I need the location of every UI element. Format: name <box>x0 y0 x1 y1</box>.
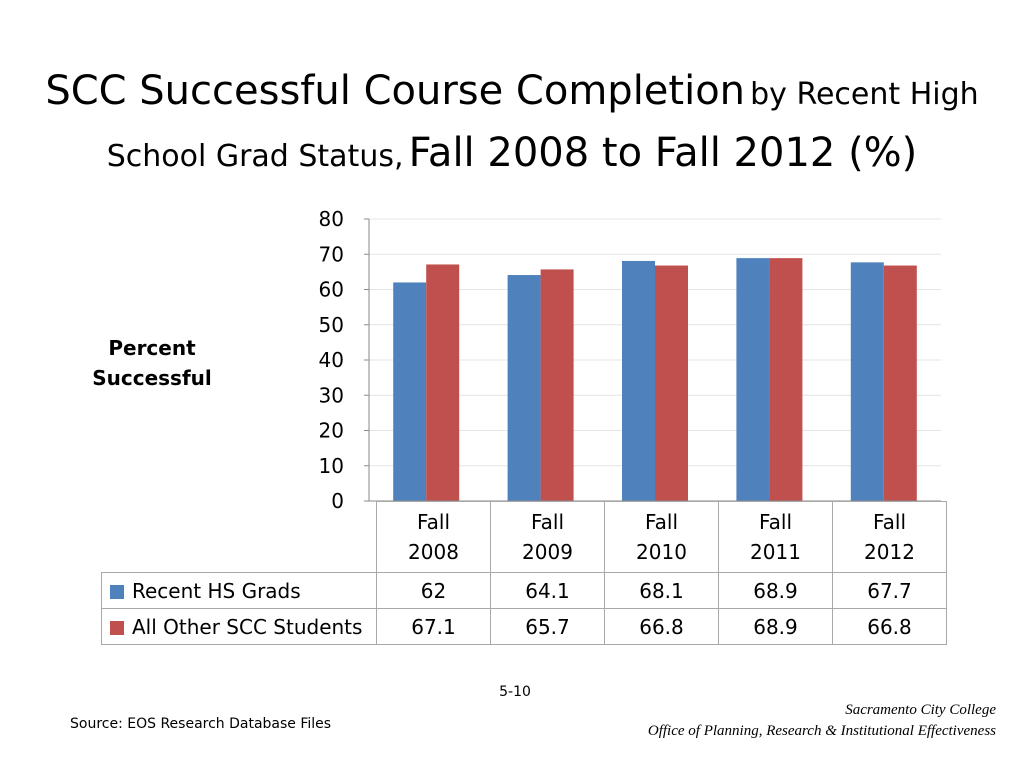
category-label: Fall 2010 <box>604 501 719 573</box>
y-tick-label: 40 <box>319 348 344 372</box>
bar <box>883 265 917 501</box>
data-cell: 66.8 <box>604 608 719 645</box>
bar <box>393 282 427 501</box>
data-cell: 68.9 <box>718 572 833 609</box>
data-table-row: Recent HS Grads 62 64.1 68.1 68.9 67.7 <box>101 572 947 609</box>
category-label: Fall 2011 <box>718 501 833 573</box>
data-table-header-row: Fall 2008 Fall 2009 Fall 2010 Fall 2011 Fall… <box>102 501 947 573</box>
data-cell: 68.1 <box>604 572 719 609</box>
category-label: Fall 2012 <box>832 501 947 573</box>
data-cell: 67.7 <box>832 572 947 609</box>
category-label: Fall 2008 <box>376 501 491 573</box>
bar <box>850 262 884 501</box>
bar <box>507 275 541 501</box>
data-table-corner <box>102 502 377 573</box>
data-cell: 62 <box>376 572 491 609</box>
page-number: 5-10 <box>499 684 531 700</box>
category-label: Fall 2009 <box>490 501 605 573</box>
data-table-row: All Other SCC Students 67.1 65.7 66.8 68… <box>101 608 947 645</box>
organization-name: Sacramento City College <box>845 702 996 718</box>
data-table: Fall 2008 Fall 2009 Fall 2010 Fall 2011 Fall… <box>101 501 947 645</box>
legend-label: Recent HS Grads <box>132 578 301 603</box>
y-tick-label: 60 <box>319 278 344 302</box>
y-tick-label: 20 <box>319 419 344 443</box>
data-cell: 66.8 <box>832 608 947 645</box>
y-axis-label-line-2: Successful <box>92 366 212 390</box>
bar <box>655 265 688 501</box>
bar <box>540 269 574 501</box>
legend-entry-all-other-scc-students: All Other SCC Students <box>101 608 377 645</box>
y-tick-label: 50 <box>319 313 344 337</box>
data-cell: 67.1 <box>376 608 491 645</box>
bar <box>736 258 770 501</box>
data-cell: 68.9 <box>718 608 833 645</box>
legend-key-red <box>110 620 124 635</box>
source-note: Source: EOS Research Database Files <box>70 716 332 732</box>
y-tick-label: 30 <box>319 383 344 407</box>
legend-label: All Other SCC Students <box>132 614 363 639</box>
bar <box>769 258 803 501</box>
title-part-3: Fall 2008 to Fall 2012 (%) <box>408 130 918 176</box>
legend-key-blue <box>110 584 124 599</box>
chart-title: SCC Successful Course Completion by Rece… <box>40 64 984 188</box>
bar <box>622 260 655 501</box>
organization-office: Office of Planning, Research & Instituti… <box>647 723 996 739</box>
bar <box>426 264 460 501</box>
y-axis-label: Percent Successful <box>82 333 222 393</box>
y-axis-label-line-1: Percent <box>108 336 196 360</box>
y-tick-label: 70 <box>319 242 344 266</box>
y-tick-label: 80 <box>319 207 344 231</box>
data-cell: 65.7 <box>490 608 605 645</box>
y-tick-label: 0 <box>331 489 344 513</box>
title-part-1: SCC Successful Course Completion <box>45 68 746 114</box>
legend-entry-recent-hs-grads: Recent HS Grads <box>101 572 377 609</box>
organization-credit: Sacramento City College Office of Planni… <box>648 700 996 742</box>
data-cell: 64.1 <box>490 572 605 609</box>
y-tick-label: 10 <box>319 454 344 478</box>
title-part-2: by Recent High School Grad Status, <box>106 77 979 174</box>
